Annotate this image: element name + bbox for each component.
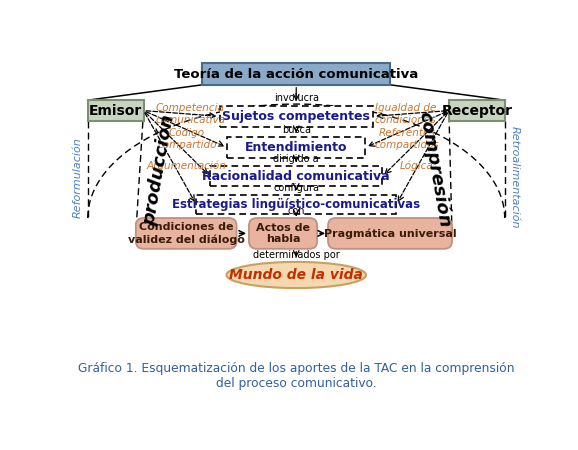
Text: busca: busca <box>281 125 311 135</box>
Text: Pragmática universal: Pragmática universal <box>324 228 456 238</box>
FancyBboxPatch shape <box>328 218 452 249</box>
Text: con: con <box>287 206 305 216</box>
Text: Entendimiento: Entendimiento <box>245 141 347 154</box>
FancyBboxPatch shape <box>249 218 317 249</box>
Text: Racionalidad comunicativa: Racionalidad comunicativa <box>202 170 390 183</box>
Text: Mundo de la vida: Mundo de la vida <box>229 268 363 282</box>
Text: Emisor: Emisor <box>89 104 142 117</box>
Text: involucra: involucra <box>274 93 318 104</box>
FancyBboxPatch shape <box>88 100 143 121</box>
Text: Actos de
habla: Actos de habla <box>256 223 310 244</box>
Text: Estrategias lingüístico-comunicativas: Estrategias lingüístico-comunicativas <box>172 198 420 211</box>
Text: Lógica: Lógica <box>399 160 434 171</box>
FancyBboxPatch shape <box>227 137 365 158</box>
FancyBboxPatch shape <box>449 100 505 121</box>
Text: Código
compartido: Código compartido <box>157 128 217 150</box>
FancyBboxPatch shape <box>202 63 390 85</box>
Text: producción: producción <box>140 112 178 226</box>
Text: Igualdad de
condiciones: Igualdad de condiciones <box>375 103 436 125</box>
Text: determinados por: determinados por <box>253 250 340 260</box>
Text: Teoría de la acción comunicativa: Teoría de la acción comunicativa <box>174 68 418 81</box>
FancyBboxPatch shape <box>220 106 373 127</box>
Text: Sujetos competentes: Sujetos competentes <box>223 110 370 123</box>
Text: compresión: compresión <box>416 110 454 229</box>
Text: Referentes
compartidos: Referentes compartidos <box>375 128 439 149</box>
Ellipse shape <box>227 262 366 288</box>
Text: Condiciones de
validez del diálogo: Condiciones de validez del diálogo <box>128 222 244 244</box>
Text: dirigido a: dirigido a <box>273 154 319 164</box>
Text: Argumentación: Argumentación <box>147 160 227 171</box>
Text: configura: configura <box>273 183 319 193</box>
Text: Competencia
comunicativa: Competencia comunicativa <box>155 103 225 125</box>
Text: Receptor: Receptor <box>441 104 512 117</box>
FancyBboxPatch shape <box>197 195 396 214</box>
FancyBboxPatch shape <box>210 166 382 186</box>
Text: Retroalimentación: Retroalimentación <box>510 126 520 229</box>
FancyBboxPatch shape <box>136 218 236 249</box>
Text: Reformulación: Reformulación <box>73 137 83 217</box>
Text: Gráfico 1. Esquematización de los aportes de la TAC en la comprensión
del proces: Gráfico 1. Esquematización de los aporte… <box>78 362 514 390</box>
